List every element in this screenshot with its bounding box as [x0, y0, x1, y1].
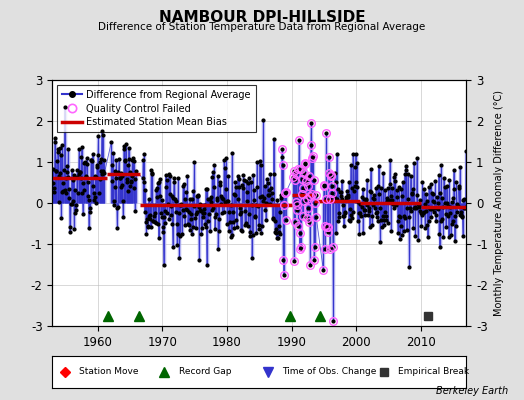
Text: Empirical Break: Empirical Break — [398, 368, 469, 376]
Text: Record Gap: Record Gap — [179, 368, 231, 376]
Text: NAMBOUR DPI-HILLSIDE: NAMBOUR DPI-HILLSIDE — [159, 10, 365, 25]
Y-axis label: Monthly Temperature Anomaly Difference (°C): Monthly Temperature Anomaly Difference (… — [494, 90, 504, 316]
Text: Time of Obs. Change: Time of Obs. Change — [282, 368, 377, 376]
Legend: Difference from Regional Average, Quality Control Failed, Estimated Station Mean: Difference from Regional Average, Qualit… — [57, 85, 256, 132]
Text: Difference of Station Temperature Data from Regional Average: Difference of Station Temperature Data f… — [99, 22, 425, 32]
Text: Station Move: Station Move — [79, 368, 139, 376]
Text: Berkeley Earth: Berkeley Earth — [436, 386, 508, 396]
